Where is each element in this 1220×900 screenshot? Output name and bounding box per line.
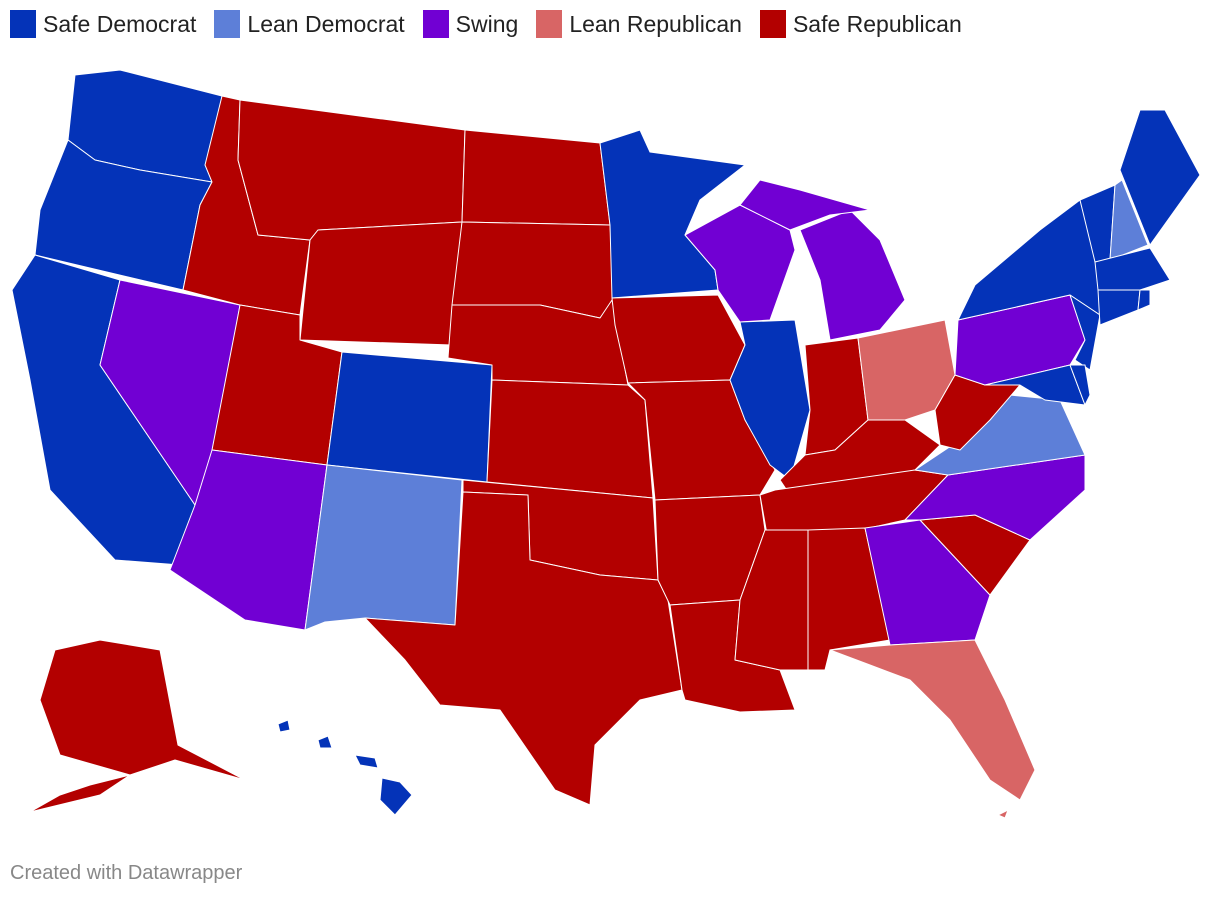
state: [299, 221, 463, 346]
legend-item: Lean Republican: [536, 10, 742, 38]
state: [984, 364, 1086, 406]
state: [1137, 289, 1151, 311]
legend-swatch: [422, 10, 449, 38]
state: [379, 777, 413, 816]
legend-label: Safe Republican: [792, 10, 962, 37]
state: [611, 294, 746, 384]
legend-item: Safe Democrat: [10, 10, 196, 38]
state: [1097, 289, 1141, 326]
legend: Safe Democrat Lean Democrat Swing Lean Repu…: [10, 10, 962, 38]
legend-swatch: [536, 10, 563, 38]
state: [277, 719, 291, 733]
state: [317, 735, 333, 749]
state: [1069, 364, 1091, 406]
state: [829, 639, 1036, 801]
state: [237, 99, 466, 241]
legend-label: Safe Democrat: [43, 10, 197, 37]
legend-label: Swing: [455, 10, 519, 37]
state: [39, 639, 246, 781]
legend-label: Lean Republican: [569, 10, 742, 37]
legend-item: Swing: [422, 10, 519, 38]
legend-item: Safe Republican: [759, 10, 962, 38]
state: [1109, 179, 1149, 261]
state: [364, 491, 683, 806]
state: [354, 754, 379, 769]
state: [1094, 247, 1171, 291]
state: [451, 221, 616, 319]
footer: Created with Datawrapper: [10, 862, 243, 884]
legend-item: Lean Democrat: [214, 10, 405, 38]
legend-swatch: [214, 10, 241, 38]
states: [11, 69, 1201, 819]
state: [864, 519, 991, 646]
state: [997, 809, 1009, 819]
state: [486, 379, 654, 499]
legend-label: Lean Democrat: [247, 10, 405, 37]
state: [1119, 109, 1201, 246]
legend-swatch: [10, 10, 36, 38]
state: [739, 179, 871, 231]
state: [304, 464, 463, 631]
state: [799, 209, 906, 341]
state: [729, 319, 811, 481]
legend-swatch: [759, 10, 786, 38]
state: [461, 129, 611, 226]
state: [326, 351, 493, 483]
state: [29, 774, 131, 813]
